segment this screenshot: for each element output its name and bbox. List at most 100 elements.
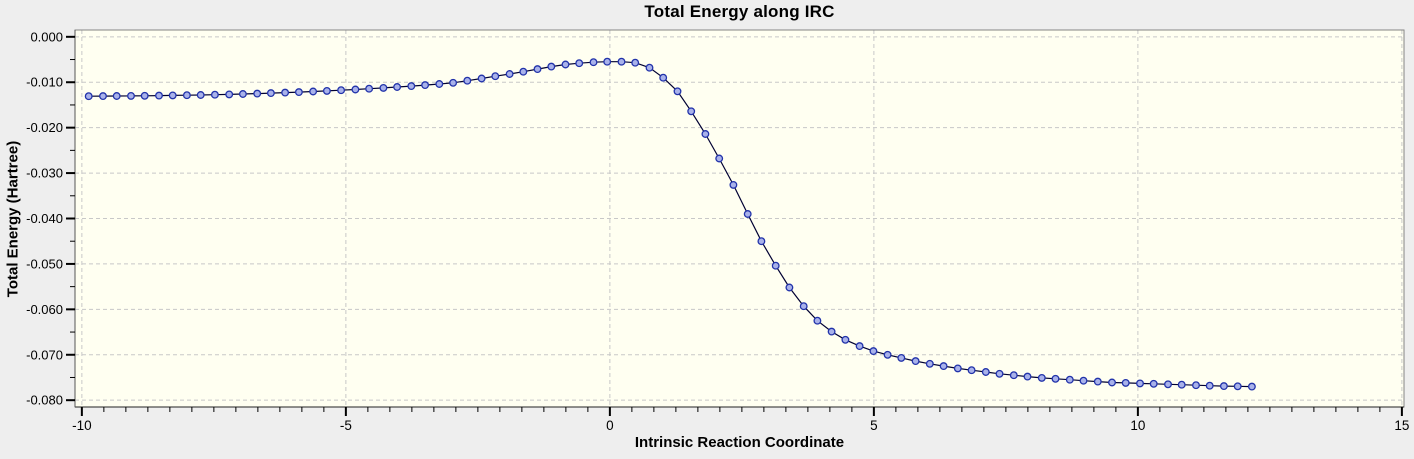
data-point-marker[interactable]	[1149, 379, 1158, 388]
data-point-marker[interactable]	[603, 57, 612, 66]
data-point-marker[interactable]	[1177, 380, 1186, 389]
y-tick-label: 0.000	[30, 29, 63, 44]
y-tick-label: -0.020	[26, 120, 63, 135]
data-point-marker[interactable]	[687, 107, 696, 116]
data-point-marker[interactable]	[631, 58, 640, 67]
data-point-marker[interactable]	[253, 89, 262, 98]
data-point-marker[interactable]	[953, 364, 962, 373]
data-point-marker[interactable]	[84, 92, 93, 101]
data-point-marker[interactable]	[645, 63, 654, 72]
y-tick-label: -0.070	[26, 347, 63, 362]
data-point-marker[interactable]	[1051, 374, 1060, 383]
data-point-marker[interactable]	[757, 237, 766, 246]
data-point-marker[interactable]	[1136, 379, 1144, 388]
data-point-marker[interactable]	[140, 91, 149, 100]
data-point-marker[interactable]	[281, 88, 290, 97]
data-point-marker[interactable]	[617, 57, 626, 66]
data-point-marker[interactable]	[799, 302, 808, 311]
data-point-marker[interactable]	[771, 261, 780, 270]
data-point-marker[interactable]	[393, 83, 402, 91]
data-point-marker[interactable]	[967, 366, 976, 375]
data-point-marker[interactable]	[238, 90, 247, 98]
data-point-marker[interactable]	[421, 81, 430, 90]
data-point-marker[interactable]	[659, 73, 668, 82]
data-point-marker[interactable]	[939, 362, 948, 371]
y-tick-label: -0.050	[26, 256, 63, 271]
data-point-marker[interactable]	[547, 62, 556, 71]
data-point-marker[interactable]	[1037, 373, 1046, 382]
data-point-marker[interactable]	[519, 67, 528, 76]
data-point-marker[interactable]	[225, 90, 234, 99]
data-point-marker[interactable]	[99, 92, 107, 101]
y-tick-label: -0.040	[26, 211, 63, 226]
data-point-marker[interactable]	[533, 65, 542, 74]
x-tick-label: 10	[1130, 418, 1145, 433]
y-tick-label: -0.060	[26, 302, 63, 317]
data-point-marker[interactable]	[911, 357, 920, 366]
data-point-marker[interactable]	[995, 369, 1004, 378]
y-tick-label: -0.030	[26, 166, 63, 181]
data-point-marker[interactable]	[1192, 381, 1200, 390]
data-point-marker[interactable]	[1247, 382, 1256, 391]
data-point-marker[interactable]	[505, 70, 514, 78]
data-point-marker[interactable]	[112, 92, 121, 100]
x-tick-label: -10	[72, 418, 92, 433]
data-point-marker[interactable]	[182, 91, 191, 100]
data-point-marker[interactable]	[813, 316, 822, 325]
data-point-marker[interactable]	[449, 78, 458, 87]
data-point-marker[interactable]	[477, 74, 486, 83]
data-point-marker[interactable]	[196, 91, 205, 99]
data-point-marker[interactable]	[1023, 372, 1032, 381]
data-point-marker[interactable]	[337, 86, 346, 95]
x-tick-label: 15	[1394, 418, 1409, 433]
data-point-marker[interactable]	[575, 59, 584, 68]
data-point-marker[interactable]	[1065, 375, 1074, 384]
data-point-marker[interactable]	[168, 91, 177, 100]
data-point-marker[interactable]	[491, 72, 500, 81]
data-point-marker[interactable]	[729, 180, 738, 189]
data-point-marker[interactable]	[883, 350, 892, 359]
data-point-marker[interactable]	[743, 210, 752, 218]
data-point-marker[interactable]	[869, 347, 878, 356]
data-point-marker[interactable]	[673, 87, 682, 96]
data-point-marker[interactable]	[1164, 380, 1172, 389]
data-point-marker[interactable]	[1233, 382, 1242, 391]
data-point-marker[interactable]	[589, 58, 598, 67]
data-point-marker[interactable]	[351, 85, 360, 94]
data-point-marker[interactable]	[155, 91, 163, 100]
data-point-marker[interactable]	[855, 342, 864, 351]
data-point-marker[interactable]	[1009, 371, 1018, 380]
data-point-marker[interactable]	[981, 368, 990, 376]
data-point-marker[interactable]	[827, 327, 836, 336]
data-point-marker[interactable]	[561, 60, 570, 69]
y-tick-label: -0.010	[26, 75, 63, 90]
data-point-marker[interactable]	[1079, 376, 1088, 385]
data-point-marker[interactable]	[365, 84, 374, 93]
data-point-marker[interactable]	[379, 83, 388, 92]
data-point-marker[interactable]	[1093, 377, 1102, 386]
data-point-marker[interactable]	[309, 87, 318, 96]
data-point-marker[interactable]	[435, 80, 444, 88]
data-point-marker[interactable]	[294, 88, 303, 97]
data-point-marker[interactable]	[407, 82, 416, 91]
data-point-marker[interactable]	[701, 130, 710, 138]
data-point-marker[interactable]	[322, 86, 331, 95]
data-point-marker[interactable]	[715, 154, 724, 163]
data-point-marker[interactable]	[1121, 378, 1130, 387]
x-tick-label: -5	[340, 418, 352, 433]
data-point-marker[interactable]	[785, 283, 794, 292]
data-point-marker[interactable]	[897, 353, 906, 362]
data-point-marker[interactable]	[1108, 378, 1116, 387]
data-point-marker[interactable]	[210, 90, 219, 99]
data-point-marker[interactable]	[841, 335, 850, 344]
x-axis-label: Intrinsic Reaction Coordinate	[634, 434, 845, 451]
data-point-marker[interactable]	[1205, 381, 1214, 390]
data-point-marker[interactable]	[266, 89, 275, 98]
data-point-marker[interactable]	[1219, 382, 1228, 391]
data-point-marker[interactable]	[925, 359, 934, 368]
chart-title: Total Energy along IRC	[644, 2, 835, 21]
data-point-marker[interactable]	[127, 91, 135, 100]
data-point-marker[interactable]	[463, 76, 472, 85]
